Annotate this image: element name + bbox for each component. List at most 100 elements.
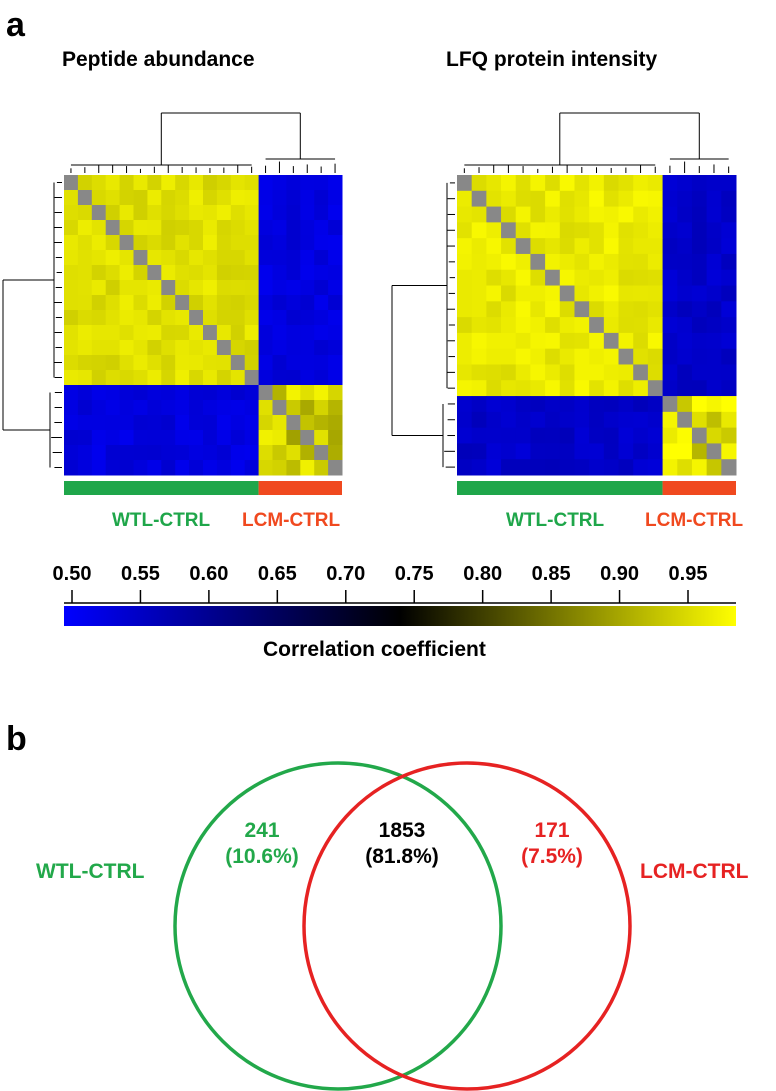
heatmap-cell — [286, 460, 301, 476]
colorbar-tick-label: 0.50 — [52, 563, 92, 585]
heatmap-cell — [618, 175, 634, 192]
heatmap-cell — [633, 411, 649, 429]
heatmap-cell — [133, 310, 148, 326]
heatmap-cell — [286, 175, 301, 191]
heatmap-cell — [300, 460, 315, 476]
heatmap-cell — [691, 238, 708, 255]
heatmap-cell — [203, 400, 218, 416]
heatmap-1-group-label-lcm: LCM-CTRL — [242, 510, 341, 531]
heatmap-cell — [147, 400, 162, 416]
heatmap-cell — [471, 317, 487, 334]
heatmap-cell — [91, 430, 107, 446]
heatmap-cell — [618, 396, 634, 413]
heatmap-cell — [105, 295, 121, 311]
heatmap-cell — [272, 415, 287, 431]
heatmap-cell — [258, 175, 273, 191]
heatmap-cell — [216, 250, 232, 266]
top-dendrogram — [70, 112, 336, 173]
heatmap-cell — [501, 285, 517, 302]
heatmap-cell — [501, 427, 517, 444]
heatmap-cell — [647, 332, 664, 350]
heatmap-cell — [189, 220, 204, 236]
heatmap-cell — [471, 348, 487, 365]
heatmap-cell — [91, 385, 107, 401]
heatmap-cell — [77, 190, 93, 206]
heatmap-cell — [64, 370, 79, 386]
heatmap-cell — [189, 310, 204, 326]
heatmap-cell — [677, 364, 693, 381]
heatmap-cell — [314, 265, 329, 281]
heatmap-cell — [328, 385, 343, 401]
left-dendrogram — [2, 182, 62, 468]
heatmap-cell — [105, 385, 121, 401]
heatmap-cell — [721, 206, 737, 223]
heatmap-cell — [175, 445, 190, 461]
heatmap-cell — [530, 253, 546, 271]
heatmap-cell — [189, 190, 204, 206]
heatmap-cell — [501, 253, 517, 271]
heatmap-cell — [272, 310, 287, 326]
heatmap-cell — [230, 175, 246, 191]
heatmap-cell — [314, 415, 329, 431]
heatmap-cell — [286, 310, 301, 326]
heatmap-cell — [721, 427, 737, 444]
heatmap-cell — [119, 280, 134, 296]
heatmap-cell — [486, 269, 502, 287]
heatmap-cell — [691, 364, 708, 381]
heatmap-cell — [328, 235, 343, 251]
heatmap-cell — [203, 295, 218, 311]
heatmap-cell — [328, 190, 343, 206]
heatmap-cell — [530, 411, 546, 429]
heatmap-cell — [244, 340, 260, 356]
heatmap-cell — [189, 415, 204, 431]
heatmap-cell — [647, 190, 664, 208]
heatmap-cell — [457, 317, 473, 334]
heatmap-cell — [486, 364, 502, 381]
heatmap-cell — [272, 340, 287, 356]
heatmap-cell — [203, 370, 218, 386]
heatmap-cell — [133, 235, 148, 251]
heatmap-cell — [530, 222, 546, 239]
heatmap-cell — [314, 205, 329, 221]
heatmap-cell — [314, 280, 329, 296]
heatmap-cell — [314, 385, 329, 401]
heatmap-cell — [119, 445, 134, 461]
heatmap-cell — [603, 427, 620, 444]
heatmap-cell — [244, 295, 260, 311]
heatmap-cell — [545, 285, 561, 302]
heatmap-cell — [216, 205, 232, 221]
heatmap-cell — [175, 355, 190, 371]
heatmap-cell — [545, 459, 561, 476]
heatmap-cell — [530, 269, 546, 287]
heatmap-cell — [530, 301, 546, 318]
heatmap-cell — [161, 295, 176, 311]
heatmap-cell — [105, 370, 121, 386]
venn-wtl-only-count: 241 — [244, 819, 280, 842]
heatmap-cell — [486, 175, 502, 192]
heatmap-cell — [574, 459, 590, 476]
heatmap-cell — [189, 460, 204, 476]
heatmap-cell — [486, 317, 502, 334]
heatmap-cell — [559, 238, 575, 255]
heatmap-cell — [501, 206, 517, 223]
heatmap-cell — [286, 400, 301, 416]
heatmap-cell — [258, 415, 273, 431]
venn-lcm-only-count: 171 — [534, 819, 570, 842]
heatmap-cell — [230, 355, 246, 371]
heatmap-cell — [175, 235, 190, 251]
heatmap-cell — [328, 415, 343, 431]
heatmap-cell — [559, 364, 575, 381]
heatmap-cell — [258, 280, 273, 296]
heatmap-cell — [530, 348, 546, 365]
heatmap-cell — [618, 427, 634, 444]
heatmap-cell — [244, 280, 260, 296]
heatmap-cell — [64, 295, 79, 311]
heatmap-cell — [677, 175, 693, 192]
heatmap-cell — [203, 460, 218, 476]
heatmap-cell — [133, 250, 148, 266]
heatmap-cell — [77, 385, 93, 401]
heatmap-cell — [545, 238, 561, 255]
heatmap-cell — [175, 190, 190, 206]
heatmap-cell — [603, 238, 620, 255]
heatmap-cell — [286, 355, 301, 371]
